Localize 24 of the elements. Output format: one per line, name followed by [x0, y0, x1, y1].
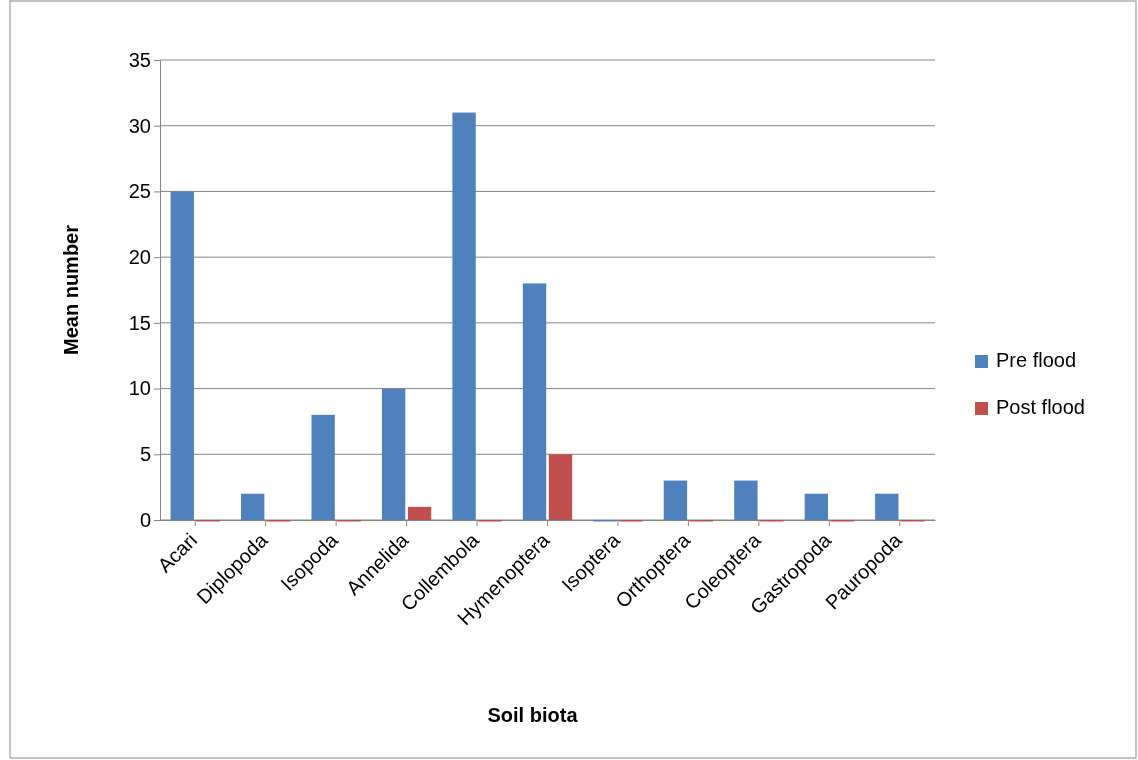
y-tick-label: 35 [128, 48, 151, 71]
bar [663, 480, 688, 520]
y-tick-label: 30 [128, 114, 151, 137]
bar [170, 191, 194, 520]
y-tick-label: 20 [128, 246, 151, 269]
y-tick-label: 10 [128, 377, 151, 400]
bar [407, 506, 432, 520]
bar [734, 480, 758, 520]
x-axis-title: Soil biota [487, 704, 579, 726]
bar [875, 493, 899, 520]
legend-label: Post flood [996, 396, 1085, 418]
bar [241, 493, 265, 520]
bar [311, 414, 335, 520]
bar [804, 493, 829, 520]
y-tick-label: 5 [139, 443, 151, 466]
bar [452, 112, 476, 520]
bar [522, 283, 547, 520]
bar [548, 454, 573, 520]
y-tick-label: 25 [128, 180, 151, 203]
y-axis-title: Mean number [60, 224, 82, 356]
bar [381, 388, 406, 520]
y-tick-label: 15 [128, 311, 151, 334]
y-tick-label: 0 [139, 508, 151, 531]
legend-label: Pre flood [996, 349, 1077, 371]
